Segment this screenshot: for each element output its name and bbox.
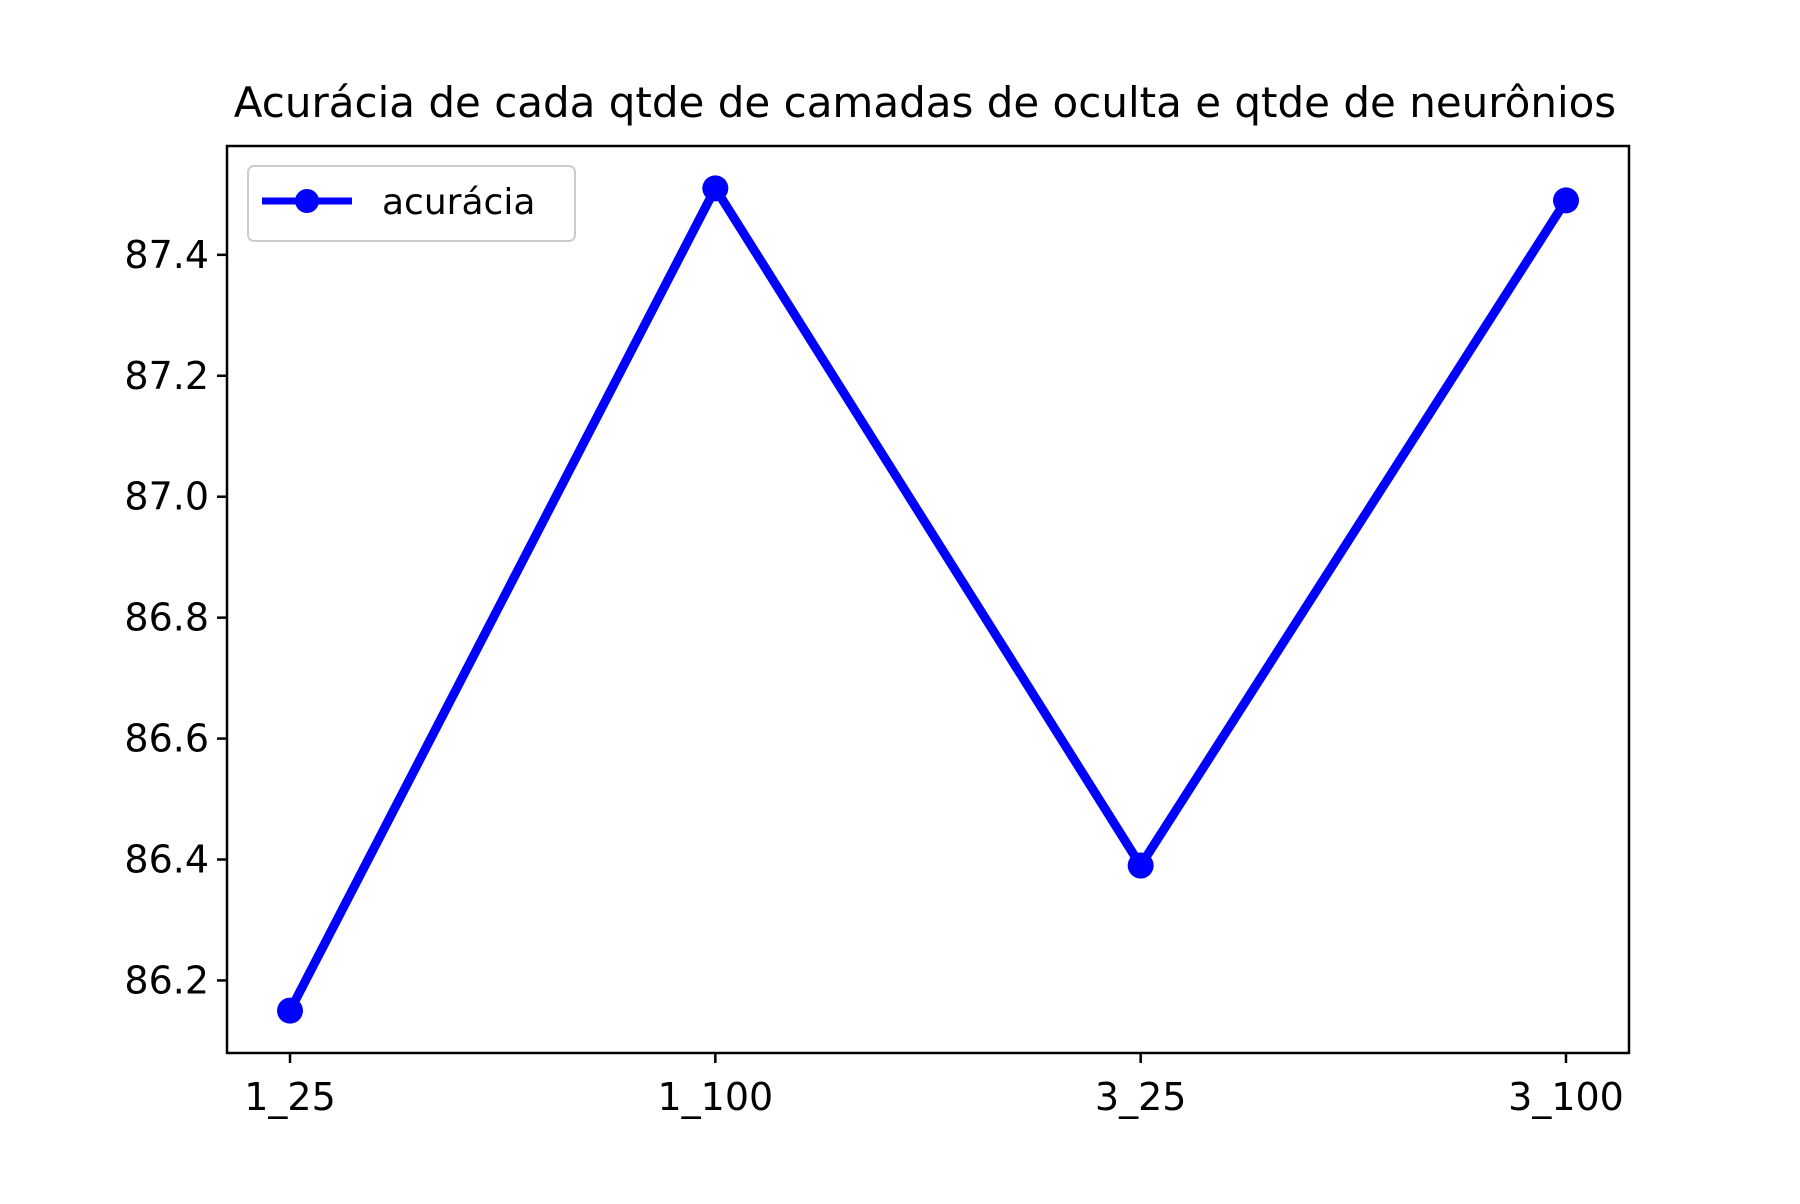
legend: acurácia — [247, 165, 576, 242]
data-point-marker — [277, 997, 303, 1024]
plot-area-frame — [225, 144, 1631, 1055]
y-tick-label: 87.2 — [124, 354, 209, 398]
series-layer — [277, 175, 1579, 1024]
legend-box — [247, 165, 576, 242]
y-tick-label: 87.0 — [124, 475, 209, 519]
y-tick-label: 86.6 — [124, 717, 209, 761]
data-point-marker — [702, 175, 729, 202]
y-tick-label: 86.8 — [124, 596, 209, 640]
x-axis: 1_25 1_100 3_25 3_100 — [244, 1053, 1624, 1119]
legend-marker-sample — [295, 189, 319, 213]
x-tick-label: 3_25 — [1095, 1075, 1187, 1119]
x-tick-label: 1_25 — [244, 1075, 336, 1119]
x-tick-label: 1_100 — [657, 1075, 773, 1119]
chart-title: Acurácia de cada qtde de camadas de ocul… — [234, 78, 1616, 127]
series-line — [286, 179, 1570, 1013]
y-tick-label: 87.4 — [124, 233, 209, 277]
data-point-marker — [1553, 187, 1579, 214]
y-axis: 86.2 86.4 86.6 86.8 87.0 87.2 87.4 — [124, 233, 227, 1002]
legend-label: acurácia — [382, 182, 535, 223]
y-tick-label: 86.2 — [124, 958, 209, 1002]
x-tick-label: 3_100 — [1508, 1075, 1624, 1119]
data-point-marker — [1127, 852, 1154, 879]
y-tick-label: 86.4 — [124, 838, 209, 882]
